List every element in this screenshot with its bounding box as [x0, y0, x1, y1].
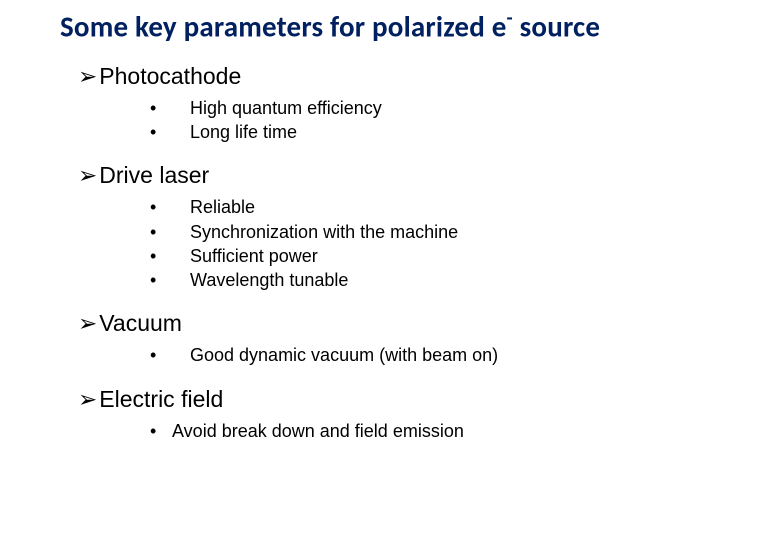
item-list: •Avoid break down and field emission [150, 419, 740, 443]
list-item: •Long life time [150, 120, 740, 144]
section-drive-laser: ➢Drive laser •Reliable •Synchronization … [60, 162, 740, 292]
section-electric-field: ➢Electric field •Avoid break down and fi… [60, 386, 740, 443]
bullet-icon: • [150, 343, 190, 367]
item-text: Good dynamic vacuum (with beam on) [190, 343, 498, 367]
bullet-icon: • [150, 419, 172, 443]
section-photocathode: ➢Photocathode •High quantum efficiency •… [60, 63, 740, 145]
item-list: •Reliable •Synchronization with the mach… [150, 195, 740, 292]
arrow-icon: ➢ [78, 162, 97, 188]
arrow-icon: ➢ [78, 310, 97, 336]
slide-title: Some key parameters for polarized e- sou… [60, 8, 740, 45]
item-text: Sufficient power [190, 244, 318, 268]
section-head: ➢Photocathode [78, 63, 740, 90]
bullet-icon: • [150, 268, 190, 292]
section-head: ➢Drive laser [78, 162, 740, 189]
arrow-icon: ➢ [78, 63, 97, 89]
item-text: Avoid break down and field emission [172, 419, 464, 443]
list-item: •Avoid break down and field emission [150, 419, 740, 443]
item-text: High quantum efficiency [190, 96, 382, 120]
section-head: ➢Vacuum [78, 310, 740, 337]
item-text: Wavelength tunable [190, 268, 348, 292]
list-item: •High quantum efficiency [150, 96, 740, 120]
bullet-icon: • [150, 244, 190, 268]
item-text: Reliable [190, 195, 255, 219]
section-label: Vacuum [99, 310, 182, 336]
item-text: Synchronization with the machine [190, 220, 458, 244]
section-label: Electric field [99, 386, 223, 412]
title-sup: - [507, 6, 513, 30]
arrow-icon: ➢ [78, 386, 97, 412]
list-item: •Good dynamic vacuum (with beam on) [150, 343, 740, 367]
bullet-icon: • [150, 96, 190, 120]
section-label: Photocathode [99, 63, 241, 89]
item-text: Long life time [190, 120, 297, 144]
item-list: •High quantum efficiency •Long life time [150, 96, 740, 145]
title-post: source [513, 9, 600, 45]
list-item: •Synchronization with the machine [150, 220, 740, 244]
bullet-icon: • [150, 220, 190, 244]
section-head: ➢Electric field [78, 386, 740, 413]
section-vacuum: ➢Vacuum •Good dynamic vacuum (with beam … [60, 310, 740, 367]
list-item: •Reliable [150, 195, 740, 219]
list-item: •Sufficient power [150, 244, 740, 268]
item-list: •Good dynamic vacuum (with beam on) [150, 343, 740, 367]
slide: Some key parameters for polarized e- sou… [0, 0, 780, 481]
section-label: Drive laser [99, 162, 209, 188]
title-pre: Some key parameters for polarized e [60, 9, 507, 45]
bullet-icon: • [150, 195, 190, 219]
list-item: •Wavelength tunable [150, 268, 740, 292]
bullet-icon: • [150, 120, 190, 144]
